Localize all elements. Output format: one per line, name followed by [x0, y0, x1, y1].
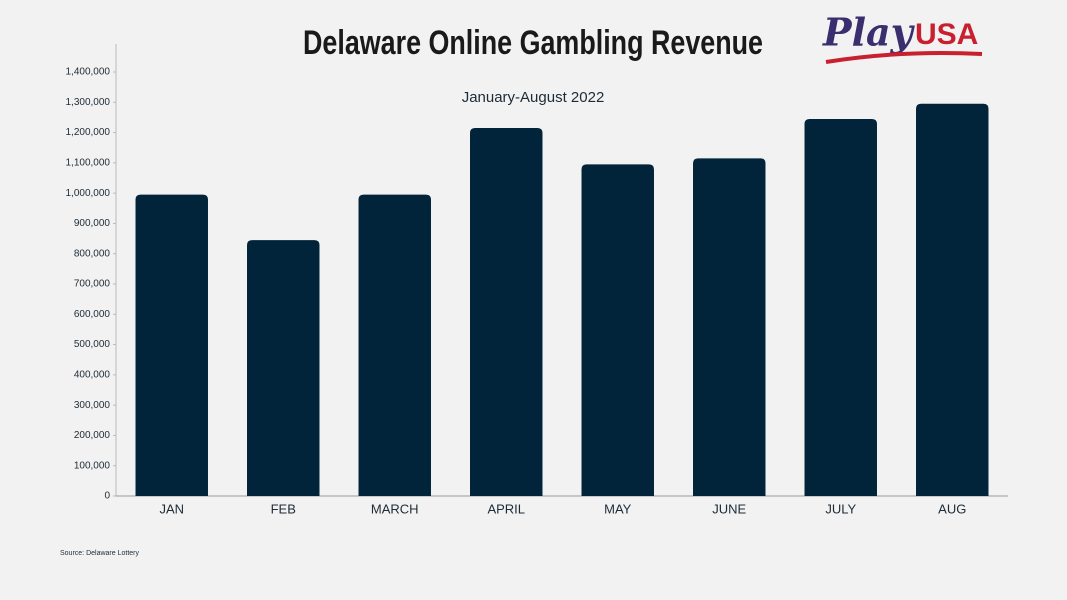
source-note: Source: Delaware Lottery [60, 550, 139, 557]
y-tick-label: 900,000 [74, 218, 111, 229]
y-tick-label: 1,100,000 [66, 157, 111, 168]
bar [358, 194, 431, 496]
x-tick-label: JULY [825, 501, 856, 516]
logo-usa: USA [915, 18, 978, 51]
y-tick-label: 200,000 [74, 430, 111, 441]
chart-title: Delaware Online Gambling Revenue [303, 24, 763, 62]
y-tick-label: 400,000 [74, 369, 111, 380]
logo-swoosh [825, 51, 983, 64]
y-tick-label: 500,000 [74, 339, 111, 350]
x-tick-label: APRIL [487, 501, 525, 516]
y-tick-label: 600,000 [74, 309, 111, 320]
bar [581, 164, 654, 496]
y-tick-label: 0 [104, 491, 110, 502]
x-tick-label: MARCH [371, 501, 419, 516]
bar [135, 194, 208, 496]
x-tick-label: AUG [938, 501, 966, 516]
y-tick-label: 1,200,000 [66, 127, 111, 138]
bar [916, 103, 989, 497]
y-tick-label: 800,000 [74, 248, 111, 259]
logo: Play USA [822, 10, 983, 64]
x-tick-label: MAY [604, 501, 632, 516]
bar [804, 118, 877, 496]
bar [470, 128, 543, 496]
y-tick-label: 700,000 [74, 279, 111, 290]
y-tick-label: 1,300,000 [66, 97, 111, 108]
y-tick-label: 1,400,000 [66, 67, 111, 78]
y-tick-label: 1,000,000 [66, 188, 111, 199]
bar [247, 240, 320, 496]
bar [693, 158, 766, 497]
x-tick-label: JAN [159, 501, 184, 516]
x-tick-label: JUNE [712, 501, 746, 516]
chart-subtitle: January-August 2022 [462, 89, 605, 106]
logo-play: Play [822, 10, 916, 55]
x-tick-label: FEB [271, 501, 296, 516]
y-tick-label: 100,000 [74, 460, 111, 471]
y-tick-label: 300,000 [74, 400, 111, 411]
